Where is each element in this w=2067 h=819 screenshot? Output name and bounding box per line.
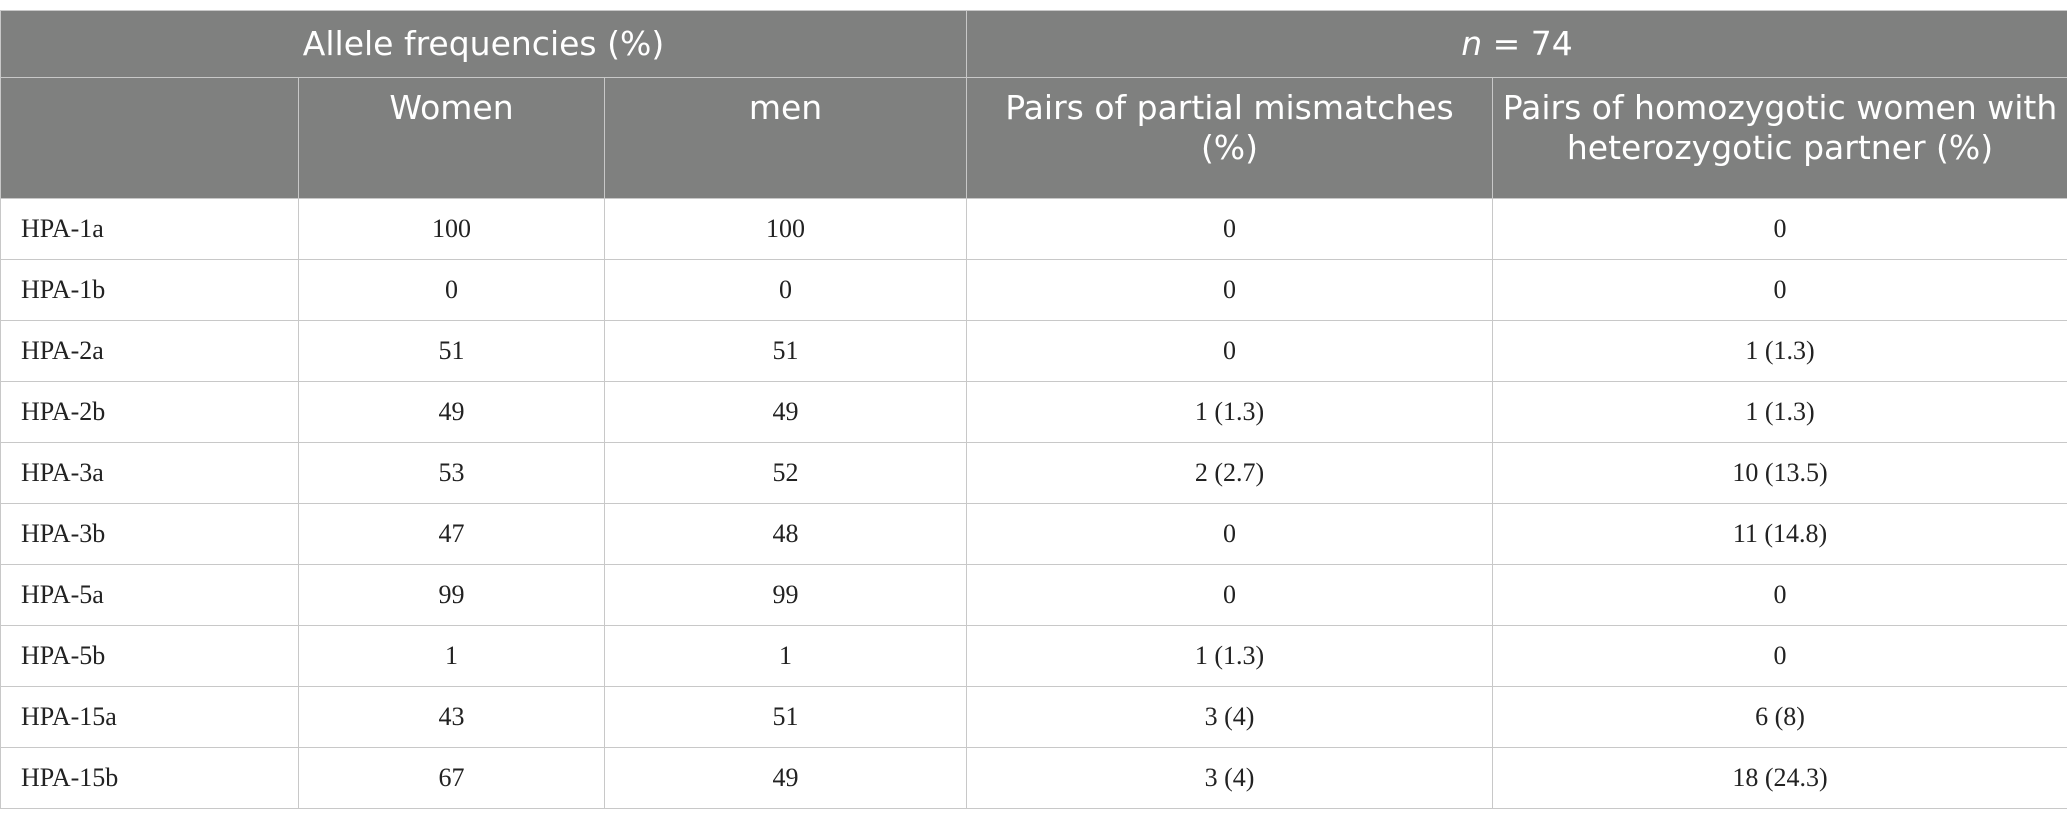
cell: 99 — [298, 564, 605, 626]
table-row: HPA-15a 43 51 3 (4) 6 (8) — [0, 686, 2067, 748]
cell: 47 — [298, 503, 605, 565]
cell: 2 (2.7) — [966, 442, 1493, 504]
table-row: HPA-1a 100 100 0 0 — [0, 198, 2067, 260]
cell: 51 — [604, 686, 967, 748]
row-label: HPA-5b — [0, 625, 299, 687]
cell: 51 — [298, 320, 605, 382]
cell: 0 — [966, 198, 1493, 260]
cell: 10 (13.5) — [1492, 442, 2067, 504]
cell: 49 — [604, 381, 967, 443]
row-label: HPA-2b — [0, 381, 299, 443]
cell: 0 — [966, 259, 1493, 321]
table-row: HPA-15b 67 49 3 (4) 18 (24.3) — [0, 747, 2067, 809]
table-row: HPA-2a 51 51 0 1 (1.3) — [0, 320, 2067, 382]
cell: 1 (1.3) — [966, 625, 1493, 687]
cell: 43 — [298, 686, 605, 748]
cell: 3 (4) — [966, 686, 1493, 748]
table-row: HPA-3b 47 48 0 11 (14.8) — [0, 503, 2067, 565]
row-label: HPA-2a — [0, 320, 299, 382]
cell: 0 — [1492, 564, 2067, 626]
cell: 1 — [604, 625, 967, 687]
cell: 0 — [1492, 198, 2067, 260]
cell: 49 — [604, 747, 967, 809]
cell: 100 — [604, 198, 967, 260]
cell: 1 (1.3) — [966, 381, 1493, 443]
cell: 99 — [604, 564, 967, 626]
column-header: Pairs of homozygotic women with heterozy… — [1492, 77, 2067, 199]
cell: 0 — [966, 320, 1493, 382]
data-table: Allele frequencies (%) n = 74 Women men Pa… — [0, 10, 2067, 809]
column-header — [0, 77, 299, 199]
column-header: Women — [298, 77, 605, 199]
cell: 1 — [298, 625, 605, 687]
cell: 18 (24.3) — [1492, 747, 2067, 809]
n-value: = 74 — [1492, 24, 1573, 63]
group-header: n = 74 — [966, 10, 2067, 78]
cell: 51 — [604, 320, 967, 382]
table-row: HPA-1b 0 0 0 0 — [0, 259, 2067, 321]
cell: 3 (4) — [966, 747, 1493, 809]
cell: 0 — [604, 259, 967, 321]
row-label: HPA-15b — [0, 747, 299, 809]
column-header-row: Women men Pairs of partial mismatches (%) P… — [0, 77, 2067, 199]
cell: 49 — [298, 381, 605, 443]
cell: 67 — [298, 747, 605, 809]
table-row: HPA-3a 53 52 2 (2.7) 10 (13.5) — [0, 442, 2067, 504]
row-label: HPA-1a — [0, 198, 299, 260]
cell: 11 (14.8) — [1492, 503, 2067, 565]
cell: 6 (8) — [1492, 686, 2067, 748]
table-body: HPA-1a 100 100 0 0 HPA-1b 0 0 0 0 HPA-2a 51 51 0 1 (1.… — [0, 198, 2067, 809]
cell: 0 — [966, 564, 1493, 626]
row-label: HPA-3b — [0, 503, 299, 565]
column-header: Pairs of partial mismatches (%) — [966, 77, 1493, 199]
table-row: HPA-5b 1 1 1 (1.3) 0 — [0, 625, 2067, 687]
cell: 0 — [1492, 625, 2067, 687]
cell: 0 — [1492, 259, 2067, 321]
cell: 100 — [298, 198, 605, 260]
n-symbol: n — [1461, 24, 1483, 63]
group-header: Allele frequencies (%) — [0, 10, 967, 78]
cell: 53 — [298, 442, 605, 504]
cell: 52 — [604, 442, 967, 504]
table-row: HPA-5a 99 99 0 0 — [0, 564, 2067, 626]
row-label: HPA-3a — [0, 442, 299, 504]
row-label: HPA-1b — [0, 259, 299, 321]
cell: 0 — [298, 259, 605, 321]
cell: 1 (1.3) — [1492, 381, 2067, 443]
group-header-row: Allele frequencies (%) n = 74 — [0, 10, 2067, 78]
row-label: HPA-15a — [0, 686, 299, 748]
table-row: HPA-2b 49 49 1 (1.3) 1 (1.3) — [0, 381, 2067, 443]
column-header: men — [604, 77, 967, 199]
row-label: HPA-5a — [0, 564, 299, 626]
cell: 48 — [604, 503, 967, 565]
cell: 0 — [966, 503, 1493, 565]
cell: 1 (1.3) — [1492, 320, 2067, 382]
